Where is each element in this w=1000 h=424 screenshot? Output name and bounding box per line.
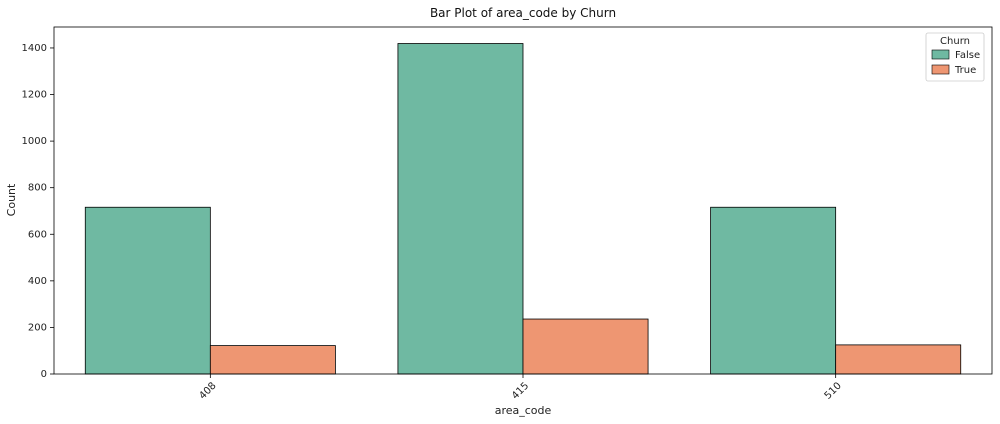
legend-swatch-false: [931, 49, 950, 60]
y-axis-title: Count: [5, 183, 18, 216]
bar-408-true: [209, 345, 336, 375]
y-tick-label: 1400: [22, 43, 47, 54]
bar-408-false: [84, 206, 211, 375]
plot-frame: [53, 26, 993, 375]
legend-label-false: False: [955, 50, 980, 61]
y-tick-label: 800: [28, 183, 47, 194]
bar-510-true: [835, 344, 962, 375]
y-tick-label: 1000: [22, 136, 47, 147]
bar-415-true: [522, 318, 649, 375]
legend: Churn False True: [925, 32, 985, 82]
bar-415-false: [397, 43, 524, 375]
x-tick-label: 510: [823, 380, 844, 401]
bars-group: [84, 43, 962, 375]
legend-title: Churn: [940, 36, 970, 47]
y-tick-label: 400: [28, 276, 47, 287]
y-tick-label: 600: [28, 229, 47, 240]
y-tick-label: 0: [41, 369, 47, 380]
bar-510-false: [710, 206, 837, 375]
y-tick-label: 1200: [22, 90, 47, 101]
x-axis-title: area_code: [495, 404, 552, 417]
chart-title: Bar Plot of area_code by Churn: [430, 6, 616, 20]
y-tick-label: 200: [28, 322, 47, 333]
legend-swatch-true: [931, 64, 950, 75]
x-tick-label: 408: [197, 380, 218, 401]
x-tick-label: 415: [510, 380, 531, 401]
legend-label-true: True: [954, 65, 976, 76]
